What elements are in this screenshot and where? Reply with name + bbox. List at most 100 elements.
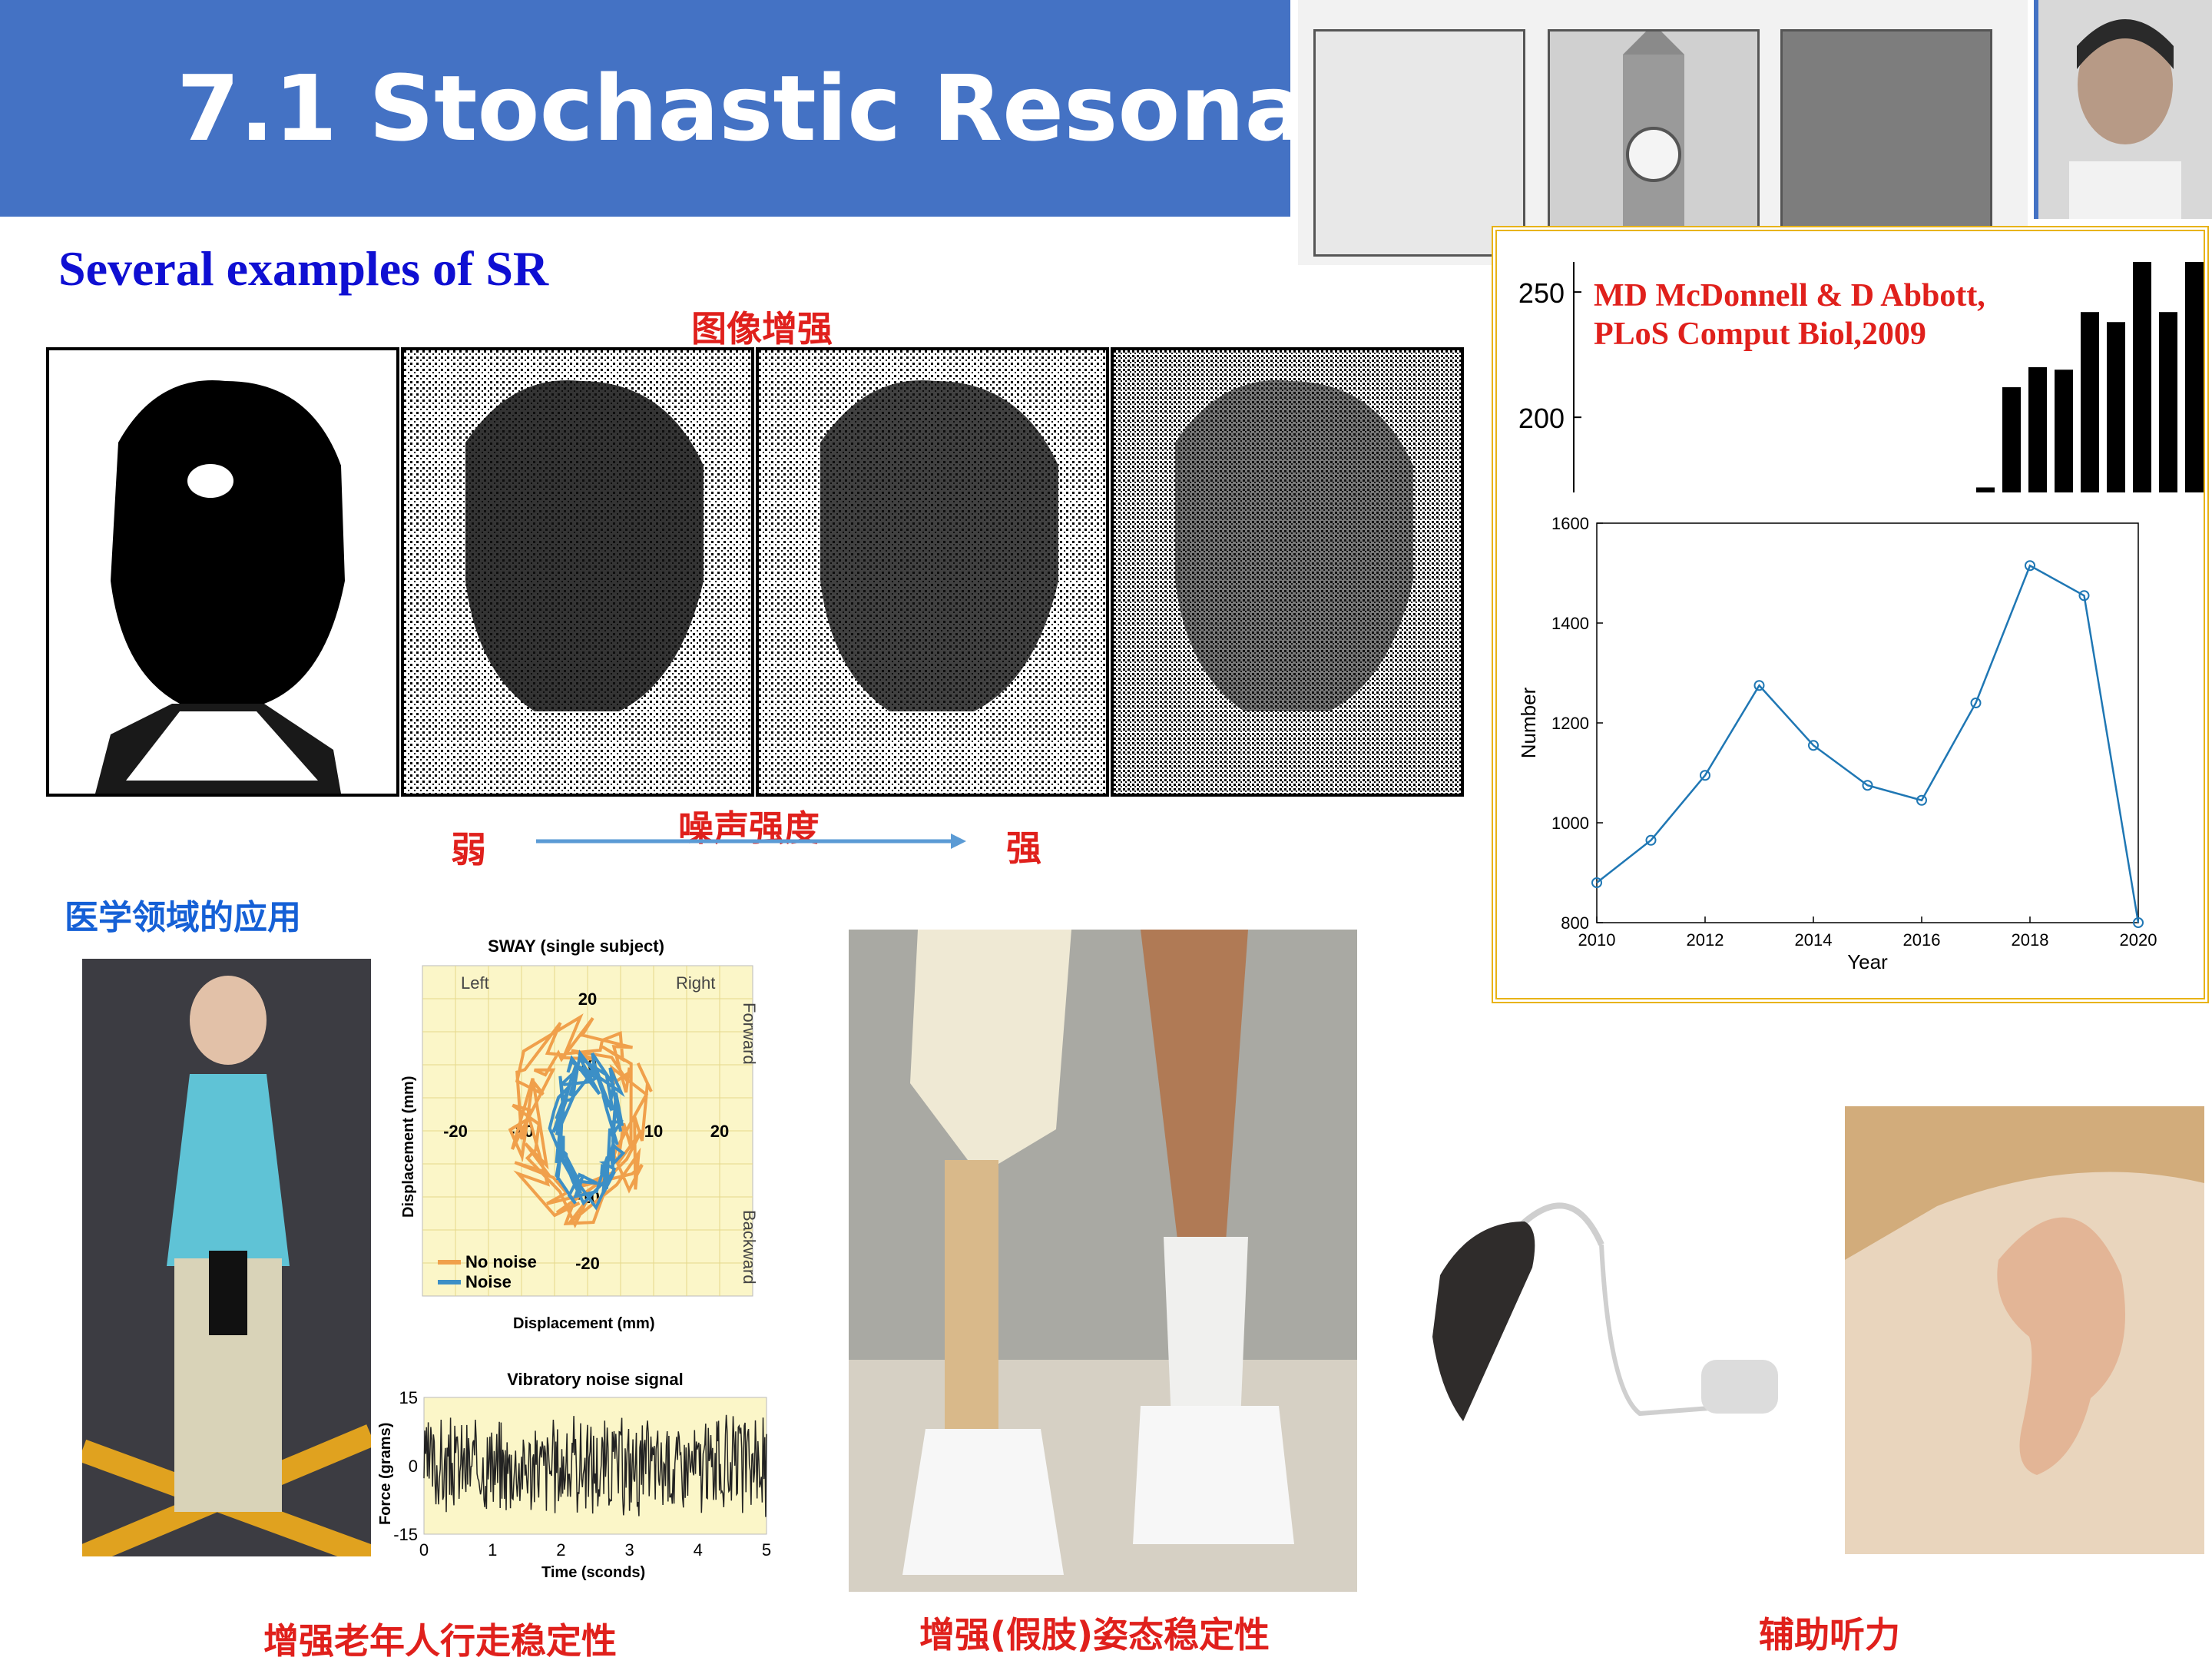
bar (2107, 322, 2125, 492)
subtitle: Several examples of SR (58, 241, 549, 296)
prosthetic-leg-photo (849, 930, 1357, 1592)
y-tick-label: 1200 (1551, 714, 1589, 733)
y-tick-label: 1000 (1551, 814, 1589, 833)
publications-chart: 250 200 2010 2012 2014 2016 2018 2020 800 1000 120… (1517, 262, 2204, 973)
bar (2133, 262, 2151, 492)
bar (2185, 262, 2204, 492)
y-axis-label: Number (1517, 687, 1540, 758)
legend-no-noise-label: No noise (465, 1252, 537, 1271)
chart-box: 250 200 2010 2012 2014 2016 2018 2020 800 1000 120… (1492, 226, 2209, 1003)
sway-forward-label: Forward (740, 1003, 759, 1065)
data-point (1753, 680, 1765, 691)
vib-y-tick-label: 0 (409, 1457, 418, 1476)
noise-arrow (536, 834, 966, 849)
sway-y-tick-label: -20 (575, 1254, 600, 1273)
citation-text: MD McDonnell & D Abbott, PLoS Comput Bio… (1594, 277, 1985, 353)
hearing-aid-icon (1432, 1202, 1778, 1421)
ear-photo (1845, 1106, 2204, 1554)
hearing-aid-label: 辅助听力 (1759, 1614, 1900, 1656)
strong-label: 强 (1006, 827, 1041, 869)
prosthetic-posture-label: 增强(假肢)姿态稳定性 (919, 1614, 1270, 1656)
researcher-portrait (2034, 0, 2212, 223)
sway-backward-label: Backward (740, 1210, 759, 1284)
bar (2028, 366, 2047, 492)
medical-apps-label: 医学领域的应用 (65, 898, 301, 937)
line-plot-frame (1596, 522, 2139, 923)
bar (2002, 387, 2021, 492)
image-enhance-label: 图像增强 (691, 308, 833, 350)
vib-ylabel: Force (grams) (377, 1423, 394, 1525)
sway-left-label: Left (461, 973, 489, 993)
x-tick-label: 2018 (2012, 930, 2049, 950)
data-point (1862, 780, 1873, 791)
x-tick-label: 2020 (2120, 930, 2157, 950)
sway-xlabel: Displacement (mm) (513, 1315, 655, 1332)
face-panel-original (46, 347, 399, 797)
y-tick-label: 1600 (1551, 514, 1589, 533)
data-point (1645, 834, 1657, 846)
vib-signal-trace (423, 1414, 767, 1517)
x-tick-label: 2014 (1795, 930, 1833, 950)
sway-ylabel: Displacement (mm) (400, 1076, 417, 1218)
data-point (1970, 698, 1982, 708)
x-axis-label: Year (1847, 950, 1888, 973)
sway-x-tick-label: -20 (443, 1122, 468, 1141)
data-point (2025, 560, 2035, 572)
elderly-walking-label: 增强老年人行走稳定性 (263, 1620, 617, 1662)
x-tick-label: 2010 (1578, 930, 1616, 950)
elderly-woman-photo (78, 959, 376, 1568)
vib-x-tick-label: 1 (488, 1540, 497, 1560)
citation-line-2: PLoS Comput Biol,2009 (1594, 317, 1926, 352)
sway-right-label: Right (676, 973, 715, 993)
sway-y-tick-label: 20 (578, 989, 597, 1009)
bar (2159, 312, 2177, 492)
data-point (2078, 590, 2090, 602)
y-tick-label: 1400 (1551, 614, 1589, 633)
slide-title: 7.1 Stochastic Resonance (177, 55, 1486, 161)
sway-x-tick-label: 10 (644, 1122, 663, 1141)
hearing-aid-photo (1409, 1160, 1801, 1483)
bigben-image-3 (1780, 29, 1992, 257)
sway-chart: SWAY (single subject) Left Right Forward… (400, 936, 759, 1332)
sway-noise-trace (548, 1049, 626, 1211)
bar (1976, 487, 1995, 492)
x-tick-label: 2016 (1903, 930, 1941, 950)
data-point (1808, 740, 1819, 751)
face-panel-noise-2 (756, 347, 1109, 797)
face-panel-noise-1 (401, 347, 754, 797)
vib-x-tick-label: 0 (419, 1540, 429, 1560)
data-point (2133, 917, 2144, 928)
sway-no-noise-trace (508, 1013, 653, 1229)
bar (2081, 312, 2099, 492)
data-point (1700, 770, 1710, 781)
face-panel-noise-3 (1111, 347, 1464, 797)
x-tick-label: 2012 (1687, 930, 1724, 950)
title-banner (0, 0, 1290, 217)
data-point (1591, 877, 1602, 888)
vib-title: Vibratory noise signal (507, 1370, 683, 1389)
sway-title: SWAY (single subject) (488, 936, 664, 956)
bar (2055, 370, 2073, 492)
citation-line-1: MD McDonnell & D Abbott, (1594, 278, 1985, 313)
data-point (1916, 794, 1927, 806)
y-tick-label: 800 (1561, 913, 1589, 933)
legend-noise-label: Noise (465, 1272, 512, 1291)
vib-x-tick-label: 5 (762, 1540, 771, 1560)
ear-icon (1845, 1106, 2204, 1475)
vib-y-tick-label: -15 (393, 1525, 418, 1544)
vib-plot-area (423, 1397, 767, 1535)
weak-label: 弱 (451, 829, 486, 870)
vib-y-tick-label: 15 (399, 1388, 418, 1407)
vib-x-tick-label: 3 (624, 1540, 634, 1560)
vib-x-tick-label: 2 (556, 1540, 565, 1560)
clock-tower-icon (1623, 24, 1684, 254)
vib-xlabel: Time (sconds) (541, 1564, 645, 1581)
vib-x-tick-label: 4 (694, 1540, 703, 1560)
bar-tick-label: 200 (1518, 403, 1565, 434)
bar-tick-label: 250 (1518, 277, 1565, 309)
bigben-image-1 (1313, 29, 1525, 257)
series-line (1596, 564, 2140, 923)
bigben-image-2 (1548, 24, 1760, 257)
sway-x-tick-label: 20 (710, 1122, 729, 1141)
